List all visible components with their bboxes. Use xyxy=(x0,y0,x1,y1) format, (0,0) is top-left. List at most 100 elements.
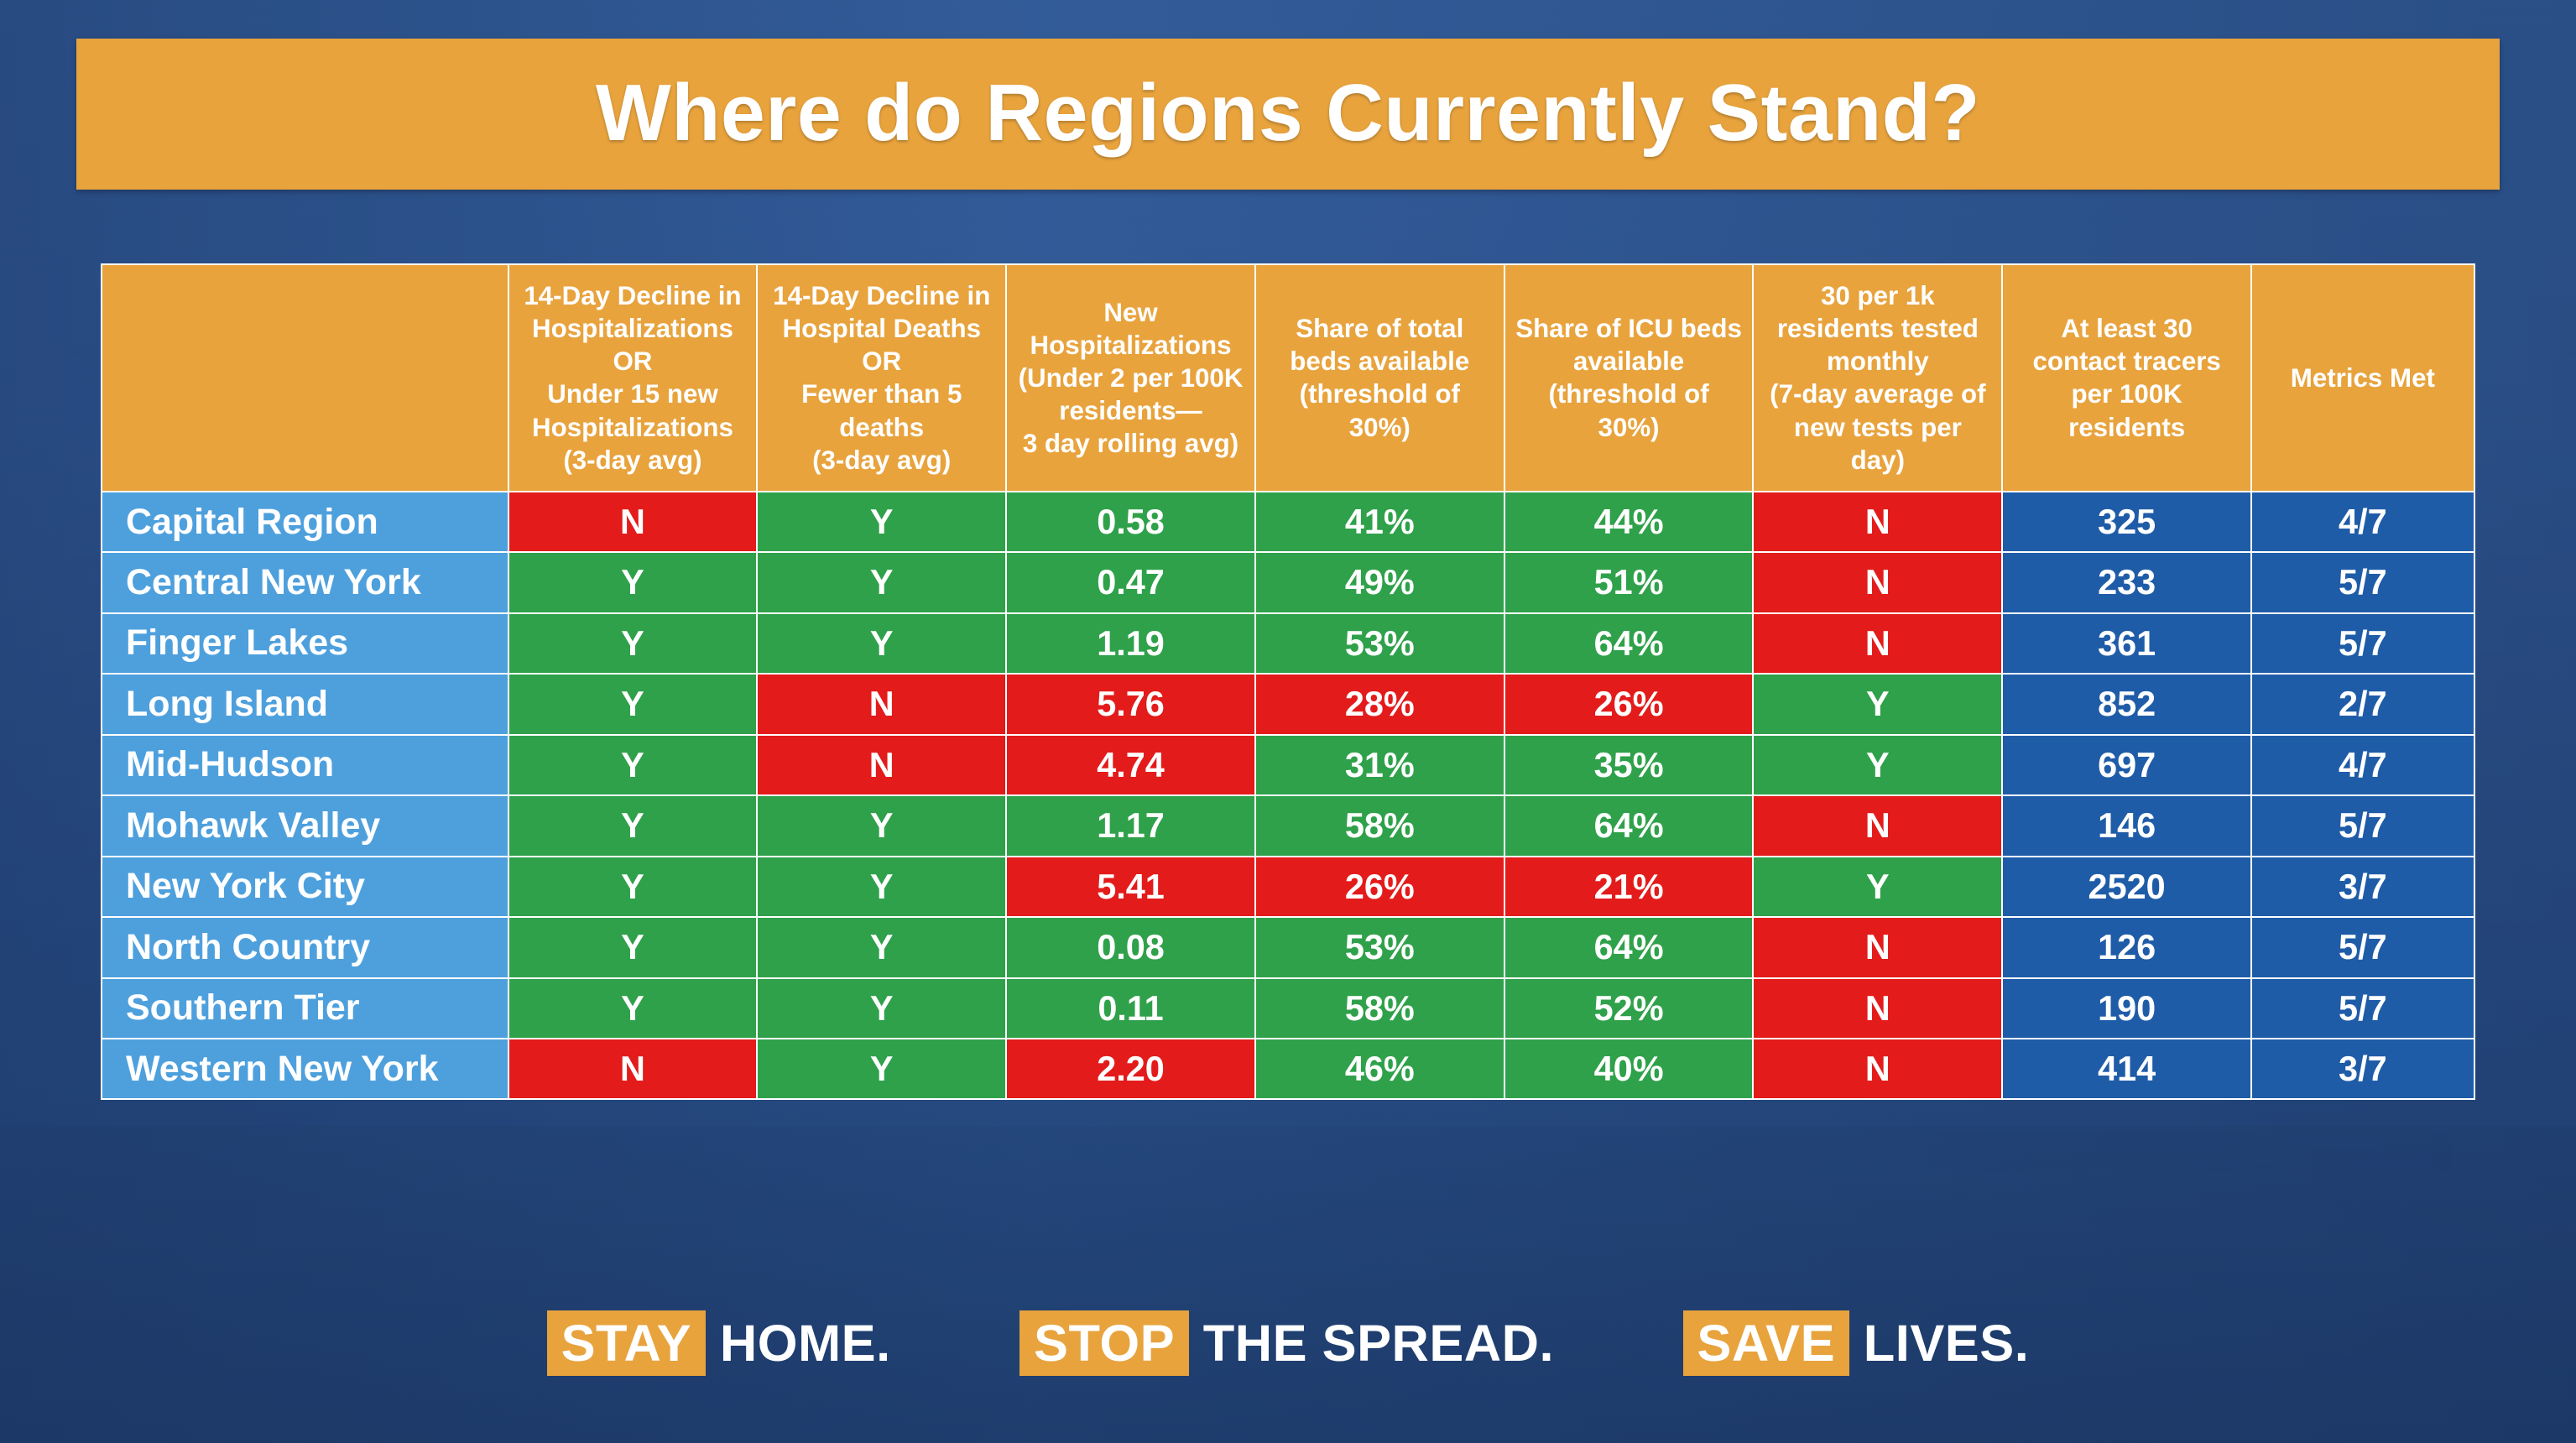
metric-cell: 5/7 xyxy=(2251,795,2474,856)
metric-cell: Y xyxy=(508,795,758,856)
metric-cell: 44% xyxy=(1504,492,1754,552)
metric-cell: Y xyxy=(757,857,1006,917)
region-name: New York City xyxy=(102,857,508,917)
metric-cell: 53% xyxy=(1255,613,1504,674)
metric-cell: 64% xyxy=(1504,613,1754,674)
metric-cell: N xyxy=(757,735,1006,795)
slogan: STOPTHE SPREAD. xyxy=(1019,1310,1554,1376)
metric-cell: Y xyxy=(757,613,1006,674)
metric-cell: 53% xyxy=(1255,917,1504,977)
metric-cell: N xyxy=(1753,492,2002,552)
metric-cell: N xyxy=(1753,552,2002,612)
metric-cell: 1.17 xyxy=(1006,795,1255,856)
region-name: Mohawk Valley xyxy=(102,795,508,856)
metric-cell: 2520 xyxy=(2002,857,2251,917)
metric-cell: 852 xyxy=(2002,674,2251,734)
metric-cell: N xyxy=(508,1039,758,1099)
metric-cell: 5/7 xyxy=(2251,552,2474,612)
page-title: Where do Regions Currently Stand? xyxy=(126,68,2450,159)
metric-cell: 31% xyxy=(1255,735,1504,795)
metric-cell: N xyxy=(1753,613,2002,674)
metric-cell: 5/7 xyxy=(2251,613,2474,674)
metric-cell: Y xyxy=(508,917,758,977)
metric-cell: Y xyxy=(508,978,758,1039)
table-row: Western New YorkNY2.2046%40%N4143/7 xyxy=(102,1039,2474,1099)
region-name: Western New York xyxy=(102,1039,508,1099)
table-row: Long IslandYN5.7628%26%Y8522/7 xyxy=(102,674,2474,734)
metric-cell: Y xyxy=(1753,857,2002,917)
table-row: Southern TierYY0.1158%52%N1905/7 xyxy=(102,978,2474,1039)
header-metric: At least 30 contact tracers per 100K res… xyxy=(2002,264,2251,492)
region-name: Central New York xyxy=(102,552,508,612)
metric-cell: 58% xyxy=(1255,795,1504,856)
header-metric: Share of total beds available(threshold … xyxy=(1255,264,1504,492)
table-row: Central New YorkYY0.4749%51%N2335/7 xyxy=(102,552,2474,612)
metric-cell: Y xyxy=(757,795,1006,856)
title-bar: Where do Regions Currently Stand? xyxy=(76,39,2500,190)
metric-cell: 40% xyxy=(1504,1039,1754,1099)
slogan-highlight: SAVE xyxy=(1683,1310,1849,1376)
header-region-blank xyxy=(102,264,508,492)
metric-cell: Y xyxy=(757,917,1006,977)
metric-cell: 146 xyxy=(2002,795,2251,856)
table-row: Mohawk ValleyYY1.1758%64%N1465/7 xyxy=(102,795,2474,856)
metric-cell: 64% xyxy=(1504,917,1754,977)
metric-cell: 0.47 xyxy=(1006,552,1255,612)
header-metric: New Hospitalizations(Under 2 per 100K re… xyxy=(1006,264,1255,492)
metric-cell: Y xyxy=(1753,674,2002,734)
regions-table: 14-Day Decline in HospitalizationsORUnde… xyxy=(101,263,2474,1100)
metric-cell: 2/7 xyxy=(2251,674,2474,734)
metric-cell: N xyxy=(1753,795,2002,856)
footer-slogans: STAYHOME. STOPTHE SPREAD. SAVELIVES. xyxy=(51,1310,2524,1392)
header-metric: 14-Day Decline in Hospital DeathsORFewer… xyxy=(757,264,1006,492)
metric-cell: 64% xyxy=(1504,795,1754,856)
metric-cell: Y xyxy=(757,978,1006,1039)
metric-cell: N xyxy=(508,492,758,552)
metric-cell: 190 xyxy=(2002,978,2251,1039)
metric-cell: 0.08 xyxy=(1006,917,1255,977)
header-metric: 14-Day Decline in HospitalizationsORUnde… xyxy=(508,264,758,492)
metric-cell: 26% xyxy=(1504,674,1754,734)
slogan-rest: THE SPREAD. xyxy=(1203,1314,1554,1373)
table-row: Capital RegionNY0.5841%44%N3254/7 xyxy=(102,492,2474,552)
region-name: Mid-Hudson xyxy=(102,735,508,795)
metric-cell: 1.19 xyxy=(1006,613,1255,674)
metric-cell: 5.76 xyxy=(1006,674,1255,734)
metric-cell: 4/7 xyxy=(2251,735,2474,795)
metric-cell: 3/7 xyxy=(2251,1039,2474,1099)
table-row: North CountryYY0.0853%64%N1265/7 xyxy=(102,917,2474,977)
metric-cell: 414 xyxy=(2002,1039,2251,1099)
metric-cell: 4.74 xyxy=(1006,735,1255,795)
metric-cell: 26% xyxy=(1255,857,1504,917)
metric-cell: Y xyxy=(508,857,758,917)
header-metric: Metrics Met xyxy=(2251,264,2474,492)
metric-cell: 35% xyxy=(1504,735,1754,795)
metric-cell: Y xyxy=(1753,735,2002,795)
table-row: Finger LakesYY1.1953%64%N3615/7 xyxy=(102,613,2474,674)
slogan-highlight: STAY xyxy=(547,1310,706,1376)
metric-cell: N xyxy=(1753,1039,2002,1099)
metric-cell: 52% xyxy=(1504,978,1754,1039)
metric-cell: 126 xyxy=(2002,917,2251,977)
metric-cell: Y xyxy=(508,552,758,612)
metric-cell: 46% xyxy=(1255,1039,1504,1099)
metric-cell: N xyxy=(1753,917,2002,977)
metric-cell: 0.11 xyxy=(1006,978,1255,1039)
metric-cell: 233 xyxy=(2002,552,2251,612)
metric-cell: 41% xyxy=(1255,492,1504,552)
metric-cell: 5/7 xyxy=(2251,978,2474,1039)
slogan: STAYHOME. xyxy=(547,1310,891,1376)
metric-cell: 51% xyxy=(1504,552,1754,612)
metric-cell: Y xyxy=(508,674,758,734)
metric-cell: 28% xyxy=(1255,674,1504,734)
slogan: SAVELIVES. xyxy=(1683,1310,2030,1376)
metric-cell: 49% xyxy=(1255,552,1504,612)
metric-cell: Y xyxy=(508,613,758,674)
metric-cell: 325 xyxy=(2002,492,2251,552)
metric-cell: 2.20 xyxy=(1006,1039,1255,1099)
region-name: North Country xyxy=(102,917,508,977)
metric-cell: Y xyxy=(757,552,1006,612)
region-name: Finger Lakes xyxy=(102,613,508,674)
metric-cell: 5.41 xyxy=(1006,857,1255,917)
metric-cell: 5/7 xyxy=(2251,917,2474,977)
